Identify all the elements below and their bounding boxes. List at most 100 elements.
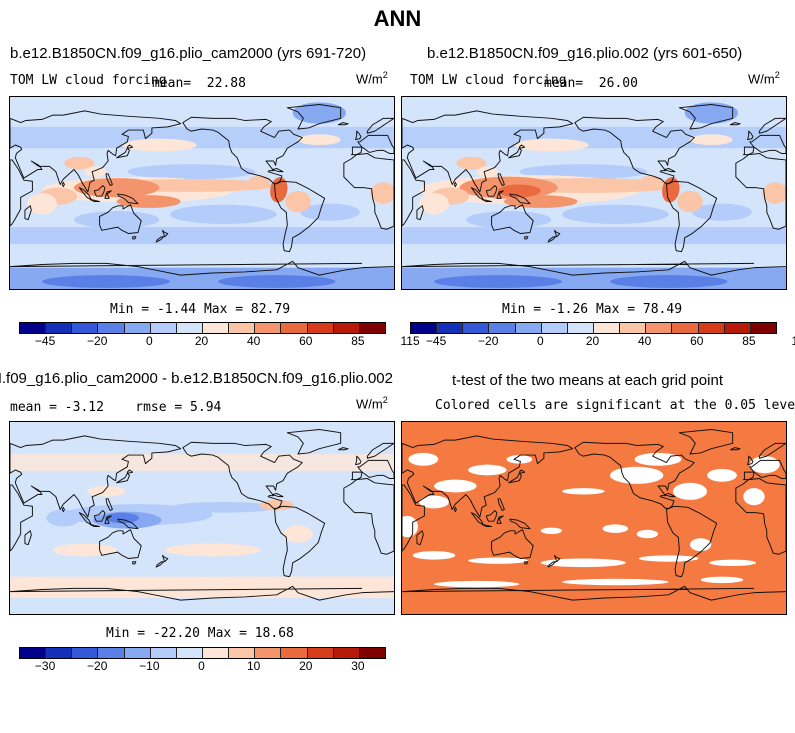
colorbar-swatch xyxy=(281,648,308,658)
panel2-title: b.e12.B1850CN.f09_g16.plio.002 (yrs 601-… xyxy=(427,45,743,62)
coastline-segment xyxy=(338,122,349,126)
coastline-segment xyxy=(730,447,741,451)
subtropical-low xyxy=(127,164,256,180)
colorbar-swatch xyxy=(176,323,203,333)
colorbar-tick-label: −20 xyxy=(87,334,108,348)
coastlines xyxy=(10,103,394,276)
coastline-segment xyxy=(117,193,139,205)
colorbar-swatch xyxy=(124,323,151,333)
coastline-segment xyxy=(402,159,425,227)
panel2-minmax: Min = -1.26 Max = 78.49 xyxy=(502,302,683,317)
colorbar-swatch xyxy=(515,323,542,333)
non-significant-patch xyxy=(540,558,626,568)
non-significant-patch xyxy=(602,524,629,533)
colorbar-swatch xyxy=(333,323,360,333)
coastline-segment xyxy=(132,561,137,565)
colorbar-swatch xyxy=(20,648,47,658)
colorbar-swatch xyxy=(72,648,99,658)
coastline-segment xyxy=(274,180,326,253)
panel1-colorbar-ticks: −45 −20 0 20 40 60 85 115 xyxy=(19,334,420,350)
colorbar-tick-label: −20 xyxy=(478,334,499,348)
coastline-segment xyxy=(747,455,754,466)
coastline-segment xyxy=(402,110,574,193)
coastline-segment xyxy=(481,198,493,203)
panel2-colorbar-ticks: −45 −20 0 20 40 60 85 115 xyxy=(410,334,795,350)
colorbar-swatch xyxy=(724,323,751,333)
central-america-max xyxy=(640,175,663,185)
coastline-segment xyxy=(104,515,112,524)
panel4-title: t-test of the two means at each grid poi… xyxy=(452,372,723,389)
colorbar-swatch xyxy=(20,323,47,333)
figure-title: ANN xyxy=(373,6,422,31)
warm-pool-negative-core xyxy=(104,512,140,524)
coastline-segment xyxy=(10,435,182,518)
amazon-max xyxy=(677,190,703,213)
coastline-segment xyxy=(402,484,425,552)
npac-max xyxy=(514,138,589,152)
colorbar-swatch xyxy=(463,323,490,333)
non-significant-patch xyxy=(562,578,669,586)
colorbar-swatch xyxy=(359,648,385,658)
coastline-segment xyxy=(508,472,522,484)
coastline-segment xyxy=(117,518,139,530)
colorbar-swatch xyxy=(176,648,203,658)
colorbar-swatch xyxy=(124,648,151,658)
coastline-segment xyxy=(574,441,695,509)
colorbar-tick-label: 10 xyxy=(246,659,261,673)
coastline-segment xyxy=(574,116,695,184)
colorbar-swatch xyxy=(229,648,256,658)
coastline-segment xyxy=(485,510,498,522)
subtropical-low xyxy=(74,211,160,229)
coastline-segment xyxy=(271,492,284,498)
coastline-segment xyxy=(416,530,424,546)
panel2-variable: TOM LW cloud forcing xyxy=(410,73,567,88)
subtropical-low xyxy=(466,211,552,229)
indian-negative xyxy=(46,509,81,527)
natl-max xyxy=(298,134,341,145)
antarctic-min xyxy=(42,275,170,288)
indian-ocean-max xyxy=(419,193,449,215)
coastline-segment xyxy=(89,198,101,203)
panel3-units: W/m2 xyxy=(356,395,388,412)
panel1-colorbar xyxy=(19,322,386,334)
coastline-segment xyxy=(547,236,557,243)
colorbar-tick-label: 0 xyxy=(146,334,153,348)
coastline-segment xyxy=(126,144,134,149)
coastline-segment xyxy=(24,205,32,221)
coastline-segment xyxy=(286,428,342,455)
colorbar-swatch xyxy=(307,323,334,333)
non-significant-patch xyxy=(610,466,664,484)
coastline-segment xyxy=(105,173,113,187)
colorbar-swatch xyxy=(229,323,256,333)
coastline-segment xyxy=(126,469,134,474)
non-significant-patch xyxy=(540,527,562,534)
colorbar-swatch xyxy=(750,323,776,333)
colorbar-tick-label: 115 xyxy=(400,334,420,348)
colorbar-tick-label: 30 xyxy=(351,659,365,673)
panel1-variable: TOM LW cloud forcing xyxy=(10,73,167,88)
colorbar-tick-label: −45 xyxy=(34,334,56,348)
colorbar-tick-label: 60 xyxy=(690,334,704,348)
coastline-segment xyxy=(666,505,718,578)
subtropical-low xyxy=(562,204,669,224)
coastline-segment xyxy=(132,236,137,240)
coastlines xyxy=(10,428,394,601)
sh-stormtrack-band xyxy=(402,227,786,245)
coastline-segment xyxy=(338,447,349,451)
colorbar-tick-label: 115 xyxy=(791,334,795,348)
coastline-segment xyxy=(366,442,394,459)
coastline-segment xyxy=(366,117,394,134)
coastline-segment xyxy=(10,585,394,601)
congo-max xyxy=(762,182,786,204)
tibet-max xyxy=(456,156,487,170)
sh-positive-band xyxy=(10,576,394,598)
antarctic-min xyxy=(434,275,562,288)
panel2-map xyxy=(401,96,787,290)
coastline-segment xyxy=(402,585,786,601)
warm-pool-core xyxy=(498,184,541,198)
coastline-segment xyxy=(99,204,142,235)
colorbar-swatch xyxy=(281,323,308,333)
coastline-segment xyxy=(758,442,786,459)
panel3-title-clip: b.e12.B1850CN.f09_g16.plio_cam2000 - b.e… xyxy=(0,370,393,388)
coastline-segment xyxy=(747,130,754,141)
